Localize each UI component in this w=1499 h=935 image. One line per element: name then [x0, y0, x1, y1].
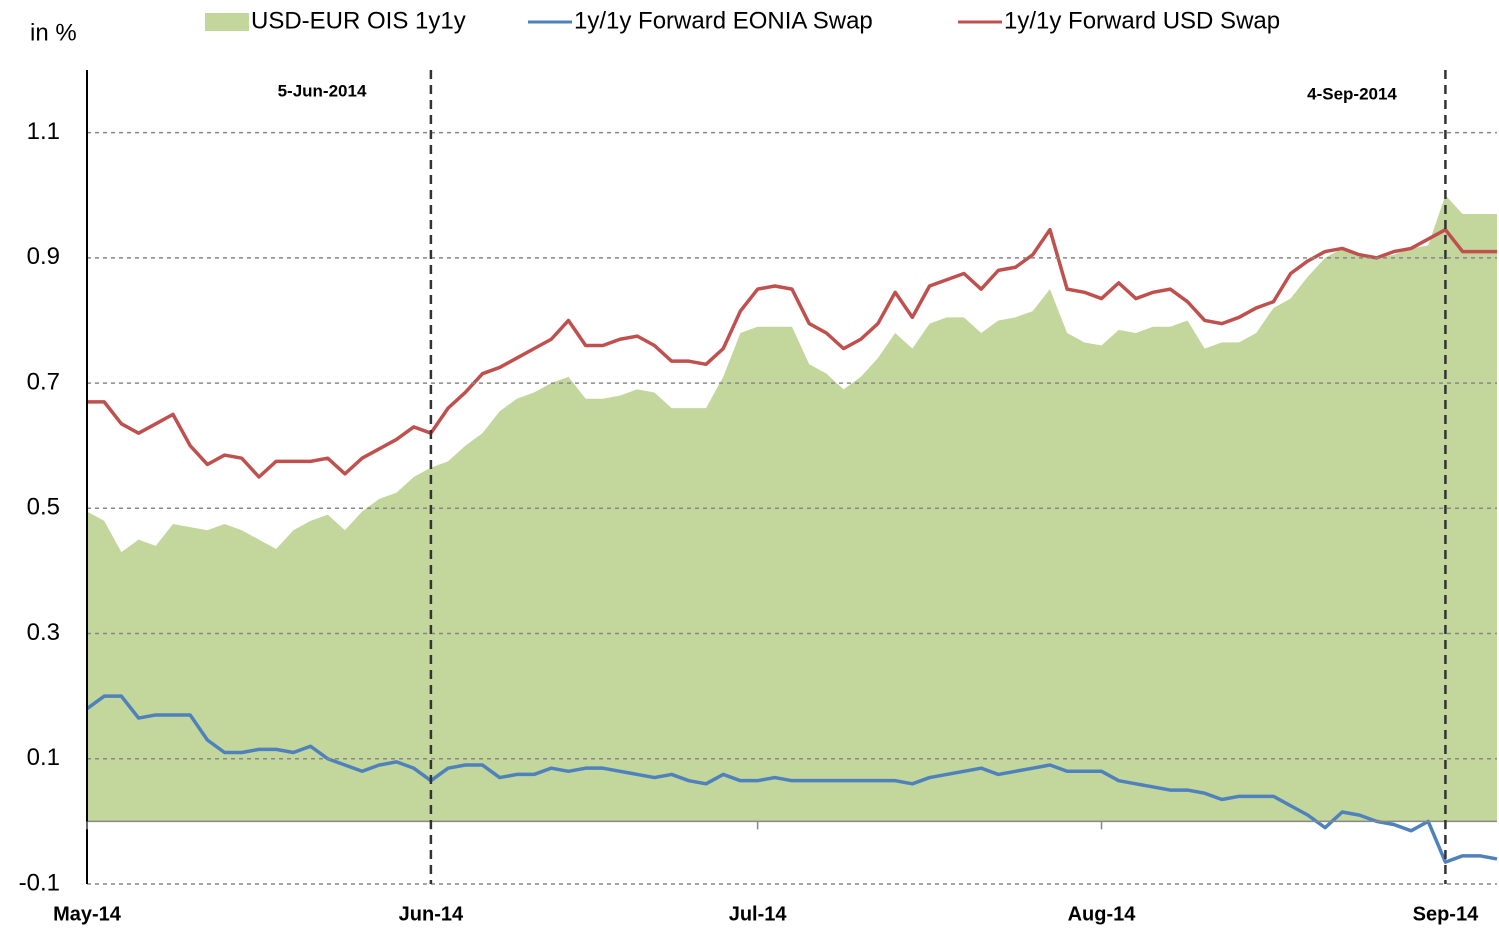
x-tick-label: Jun-14 — [399, 903, 464, 925]
y-tick-label: -0.1 — [19, 869, 60, 896]
x-tick-label: Sep-14 — [1413, 903, 1479, 925]
legend-label: 1y/1y Forward EONIA Swap — [574, 7, 873, 34]
x-tick-label: Aug-14 — [1068, 903, 1137, 925]
x-tick-label: May-14 — [53, 903, 122, 925]
legend-label: 1y/1y Forward USD Swap — [1004, 7, 1280, 34]
annotation: 4-Sep-2014 — [1307, 84, 1397, 103]
line — [85, 694, 1498, 864]
y-tick-label: 0.7 — [27, 368, 60, 395]
legend-swatch — [205, 13, 249, 31]
x-tick-label: Jul-14 — [729, 903, 788, 925]
y-tick-label: 0.1 — [27, 744, 60, 771]
y-tick-label: 1.1 — [27, 118, 60, 145]
y-tick-label: 0.9 — [27, 243, 60, 270]
y-tick-label: 0.5 — [27, 494, 60, 521]
y-tick-label: 0.3 — [27, 619, 60, 646]
line — [87, 227, 1497, 479]
y-axis-label: in % — [30, 19, 77, 46]
annotation: 5-Jun-2014 — [278, 81, 367, 100]
legend-label: USD-EUR OIS 1y1y — [251, 7, 466, 34]
